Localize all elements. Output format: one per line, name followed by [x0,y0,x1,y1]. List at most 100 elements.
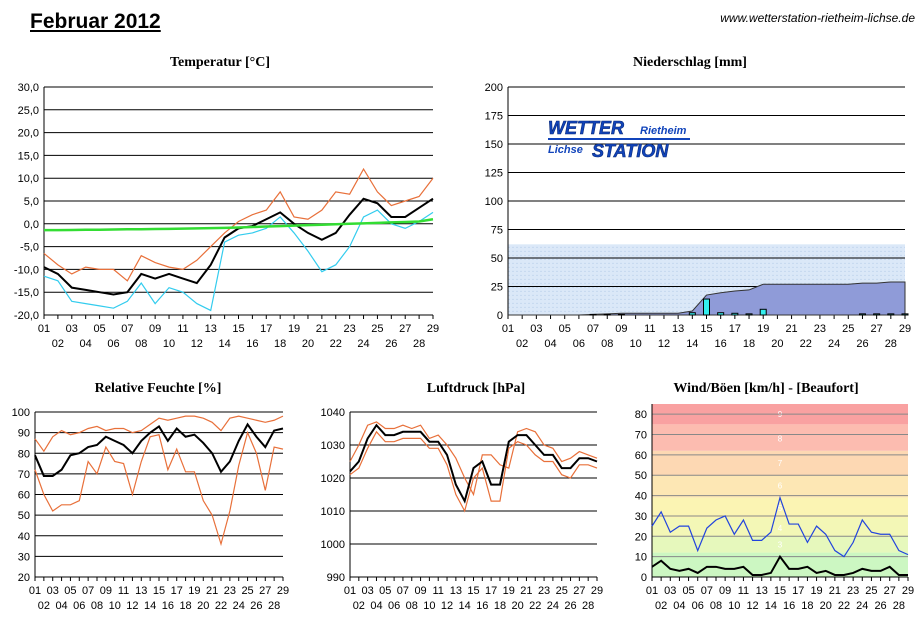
rain-xtick-label: 28 [885,338,897,350]
rain-ytick-label: 75 [491,225,503,237]
wind-xtick-label: 16 [783,600,795,612]
beaufort-band [652,497,908,518]
temp-ytick-label: 25,0 [18,105,39,117]
humidity-xtick-label: 21 [206,585,218,597]
humidity-ytick-label: 30 [18,551,30,563]
temp-xtick-label: 27 [399,323,411,335]
humidity-xtick-label: 22 [215,600,227,612]
pressure-series-max [349,421,598,497]
temp-ytick-label: 15,0 [18,150,39,162]
wind-xtick-label: 06 [692,600,704,612]
rain-xtick-label: 08 [601,338,613,350]
wind-xtick-label: 11 [738,585,749,597]
precip-daily-bar [703,298,710,316]
temp-xtick-label: 25 [371,323,383,335]
humidity-xtick-label: 20 [197,600,209,612]
temp-xtick-label: 11 [177,323,188,335]
temp-ytick-label: 10,0 [18,173,39,185]
humidity-ytick-label: 90 [18,428,30,440]
temp-xtick-label: 10 [163,338,175,350]
rain-xtick-label: 26 [856,338,868,350]
pressure-xtick-label: 17 [485,585,497,597]
chart-title-humidity: Relative Feuchte [%] [95,381,222,396]
precipitation-chart: 0 25 50 75 100 125 150 175 200 01 03 05 07 09 11 13 15 17… [485,82,911,350]
pressure-series-min [349,430,598,513]
temp-xtick-label: 02 [52,338,64,350]
temp-ytick-label: 30,0 [18,82,39,94]
page-title: Februar 2012 [30,10,161,33]
wind-xtick-label: 09 [719,585,731,597]
pressure-ytick-label: 1030 [321,440,345,452]
beaufort-label: 3 [778,540,783,549]
temp-xtick-label: 19 [288,323,300,335]
pressure-xtick-label: 14 [459,600,471,612]
temp-xtick-label: 26 [385,338,397,350]
logo-station: STATION [592,141,669,161]
temp-xtick-label: 28 [413,338,425,350]
rain-xtick-label: 24 [828,338,840,350]
rain-xtick-label: 25 [842,323,854,335]
pressure-xtick-label: 29 [591,585,603,597]
humidity-xtick-label: 09 [100,585,112,597]
pressure-xtick-label: 10 [423,600,435,612]
temp-series-mittel-langj-hrig [44,218,434,232]
rain-xtick-label: 11 [644,323,655,335]
humidity-xtick-label: 17 [171,585,183,597]
rain-ytick-label: 175 [485,111,503,123]
humidity-xtick-label: 18 [179,600,191,612]
wind-xtick-label: 04 [673,600,685,612]
wind-series-wind [651,554,908,576]
pressure-xtick-label: 21 [520,585,532,597]
rain-xtick-label: 17 [729,323,741,335]
temp-xtick-label: 22 [330,338,342,350]
precip-daily-bar [745,313,753,316]
wind-xtick-label: 28 [893,600,905,612]
precip-daily-bar [873,313,881,316]
humidity-xtick-label: 08 [91,600,103,612]
logo-rietheim: Rietheim [640,125,687,137]
pressure-xtick-label: 05 [379,585,391,597]
wind-ytick-label: 40 [635,491,647,503]
humidity-ytick-label: 20 [18,572,30,584]
temp-xtick-label: 06 [107,338,119,350]
wind-xtick-label: 02 [655,600,667,612]
temp-ytick-label: 5,0 [24,196,39,208]
pressure-xtick-label: 19 [503,585,515,597]
wind-xtick-label: 14 [765,600,777,612]
site-url[interactable]: www.wetterstation-rietheim-lichse.de [720,11,915,25]
humidity-xtick-label: 07 [82,585,94,597]
temp-xtick-label: 23 [344,323,356,335]
pressure-xtick-label: 20 [511,600,523,612]
rain-xtick-label: 27 [871,323,883,335]
temp-xtick-label: 09 [149,323,161,335]
wind-xtick-label: 12 [746,600,758,612]
pressure-xtick-label: 22 [529,600,541,612]
logo-wetter: WETTER [548,118,624,138]
humidity-series-mittel [34,422,284,477]
temp-ytick-label: 20,0 [18,128,39,140]
temp-xtick-label: 17 [260,323,272,335]
pressure-ytick-label: 1000 [321,539,345,551]
rain-ytick-label: 25 [491,282,503,294]
humidity-xtick-label: 25 [241,585,253,597]
rain-xtick-label: 07 [587,323,599,335]
humidity-ytick-label: 100 [12,407,30,419]
temp-ytick-label: 0,0 [24,219,39,231]
temp-xtick-label: 04 [80,338,92,350]
precip-daily-bar [759,308,767,316]
pressure-xtick-label: 25 [556,585,568,597]
rain-xtick-label: 18 [743,338,755,350]
wind-xtick-label: 05 [682,585,694,597]
precip-daily-bar [589,313,597,316]
temp-xtick-label: 13 [205,323,217,335]
pressure-xtick-label: 28 [582,600,594,612]
pressure-ytick-label: 1010 [321,506,345,518]
temp-ytick-label: -5,0 [20,242,39,254]
wind-series-b-en [651,495,909,558]
wind-xtick-label: 18 [801,600,813,612]
humidity-xtick-label: 24 [233,600,245,612]
rain-xtick-label: 06 [573,338,585,350]
rain-xtick-label: 04 [544,338,556,350]
wind-xtick-label: 29 [902,585,914,597]
humidity-ytick-label: 40 [18,531,30,543]
